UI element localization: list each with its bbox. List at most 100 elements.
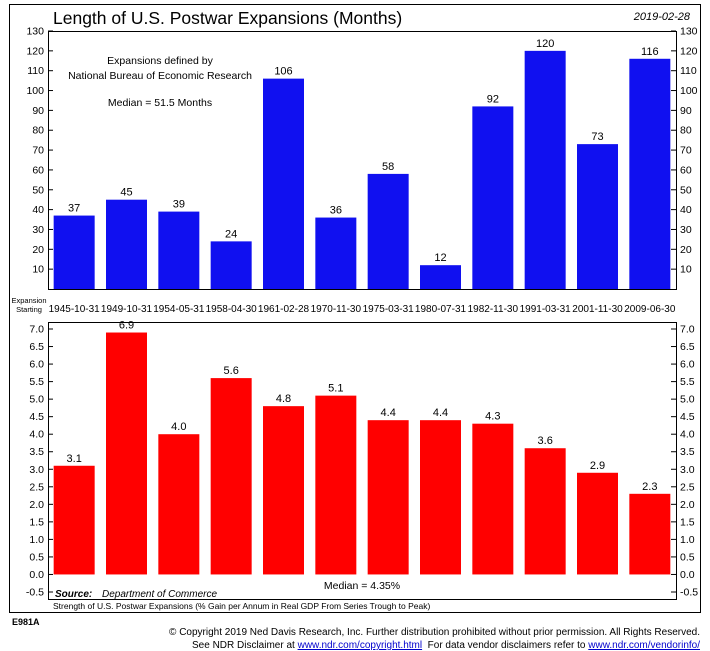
y-tick-label-left: 40: [32, 204, 44, 216]
top-y-axis-left: 10 20 30 40 50 60 70 80 90 100 110 120 130: [26, 26, 53, 276]
y-tick-label-left: 2.5: [29, 481, 44, 493]
bottom-bar-series: [53, 332, 671, 575]
y-tick-label-left: 6.0: [29, 359, 44, 371]
category-label: 1954-05-31: [153, 304, 205, 315]
y-tick-label-left: 80: [32, 125, 44, 137]
bar-1954-05-31: [158, 211, 200, 289]
y-tick-label-left: 60: [32, 164, 44, 176]
y-tick-label-right: 50: [680, 184, 692, 196]
y-tick-label-right: 5.5: [680, 376, 695, 388]
bar-2001-11-30: [577, 472, 618, 575]
vendorinfo-link[interactable]: www.ndr.com/vendorinfo/: [588, 640, 700, 651]
y-tick-label-right: 1.5: [680, 516, 695, 528]
y-tick-label-left: 120: [26, 45, 44, 57]
y-tick-label-right: 3.0: [680, 464, 695, 476]
y-tick-label-right: 4.5: [680, 411, 695, 423]
category-label: 1980-07-31: [415, 304, 467, 315]
top-median-note: Median = 51.5 Months: [108, 97, 212, 109]
y-tick-label-right: 80: [680, 125, 692, 137]
copyright-link[interactable]: www.ndr.com/copyright.html: [297, 640, 423, 651]
chart-frame: [9, 4, 701, 613]
y-tick-label-left: 3.0: [29, 464, 44, 476]
y-tick-label-right: 120: [680, 45, 698, 57]
y-tick-label-left: 1.0: [29, 534, 44, 546]
y-tick-label-right: 3.5: [680, 446, 695, 458]
bar-1970-11-30: [315, 395, 357, 575]
source-text: Department of Commerce: [102, 589, 217, 600]
bar-value-label: 3.6: [538, 435, 553, 447]
bar-2009-06-30: [629, 493, 671, 575]
bar-value-label: 24: [225, 228, 237, 240]
bar-1991-03-31: [524, 50, 566, 289]
bar-1975-03-31: [367, 420, 409, 575]
category-label: 2009-06-30: [624, 304, 676, 315]
bar-1945-10-31: [53, 215, 95, 289]
y-tick-label-left: 4.5: [29, 411, 44, 423]
y-tick-label-left: 0.5: [29, 551, 44, 563]
y-tick-label-left: 70: [32, 145, 44, 157]
bar-1970-11-30: [315, 217, 357, 289]
y-tick-label-right: 30: [680, 224, 692, 236]
bar-value-label: 5.6: [224, 365, 239, 377]
y-tick-label-right: 20: [680, 244, 692, 256]
bar-value-label: 92: [487, 93, 499, 105]
y-tick-label-right: 0.0: [680, 569, 695, 581]
bar-1949-10-31: [106, 199, 147, 289]
top-value-labels: 37 45 39 24 106 36 58 12 92 120 73 116: [68, 38, 659, 264]
nber-note-line2: National Bureau of Economic Research: [68, 70, 252, 82]
y-tick-label-left: 110: [27, 65, 44, 77]
bar-1958-04-30: [210, 241, 252, 289]
bottom-y-axis-left: -0.5 0.0 0.5 1.0 1.5 2.0 2.5 3.0 3.5 4.0 4.5 5.0 5.5…: [26, 324, 53, 598]
y-tick-label-right: 130: [680, 26, 698, 38]
bar-1980-07-31: [420, 265, 461, 289]
y-tick-label-left: 2.0: [29, 499, 44, 511]
y-tick-label-left: 6.5: [29, 341, 44, 353]
bar-1958-04-30: [210, 378, 252, 575]
bottom-value-labels: 3.1 6.9 4.0 5.6 4.8 5.1 4.4 4.4 4.3 3.6 2.9 2.3: [67, 320, 658, 493]
axis-caption-expansion: Expansion: [11, 296, 46, 305]
bar-value-label: 2.3: [642, 481, 657, 493]
y-tick-label-left: 100: [26, 85, 44, 97]
category-label: 1970-11-30: [311, 304, 362, 315]
bar-value-label: 12: [434, 252, 446, 264]
disclaimer-prefix: See NDR Disclaimer at: [192, 640, 298, 651]
bar-value-label: 45: [120, 187, 132, 199]
bar-value-label: 4.0: [171, 421, 186, 433]
bar-value-label: 73: [591, 131, 603, 143]
chart-title: Length of U.S. Postwar Expansions (Month…: [53, 8, 402, 28]
bar-1982-11-30: [472, 423, 514, 575]
y-tick-label-right: 40: [680, 204, 692, 216]
bottom-median-note: Median = 4.35%: [324, 580, 400, 592]
category-label: 1991-03-31: [520, 304, 572, 315]
top-y-axis-right: 10 20 30 40 50 60 70 80 90 100 110 120 130: [671, 26, 698, 276]
bar-value-label: 6.9: [119, 320, 134, 332]
category-label: 1982-11-30: [468, 304, 519, 315]
bar-value-label: 106: [274, 66, 292, 78]
chart-id: E981A: [12, 617, 40, 627]
axis-caption-starting: Starting: [16, 305, 42, 314]
y-tick-label-right: 6.0: [680, 359, 695, 371]
nber-note-line1: Expansions defined by: [107, 55, 213, 67]
y-tick-label-left: 90: [32, 105, 44, 117]
y-tick-label-right: 1.0: [680, 534, 695, 546]
y-tick-label-left: 130: [26, 26, 44, 38]
bar-value-label: 120: [536, 38, 554, 50]
disclaimer-middle: For data vendor disclaimers refer to: [422, 640, 589, 651]
bar-value-label: 4.4: [433, 407, 448, 419]
y-tick-label-right: 7.0: [680, 324, 695, 336]
chart-date: 2019-02-28: [633, 11, 691, 23]
category-labels: 1945-10-31 1949-10-31 1954-05-31 1958-04-30…: [49, 304, 676, 315]
bottom-plot-area: [48, 322, 677, 600]
y-tick-label-left: -0.5: [26, 586, 44, 598]
category-label: 1961-02-28: [258, 304, 310, 315]
source-label: Source:: [55, 589, 92, 600]
bar-value-label: 39: [173, 199, 185, 211]
top-plot-area: [48, 31, 677, 290]
disclaimer-line: See NDR Disclaimer at www.ndr.com/copyri…: [192, 640, 700, 651]
y-tick-label-right: 60: [680, 164, 692, 176]
category-label: 2001-11-30: [572, 304, 623, 315]
bar-value-label: 58: [382, 161, 394, 173]
bar-2009-06-30: [629, 58, 671, 290]
y-tick-label-left: 5.0: [29, 394, 44, 406]
bar-value-label: 3.1: [67, 453, 82, 465]
